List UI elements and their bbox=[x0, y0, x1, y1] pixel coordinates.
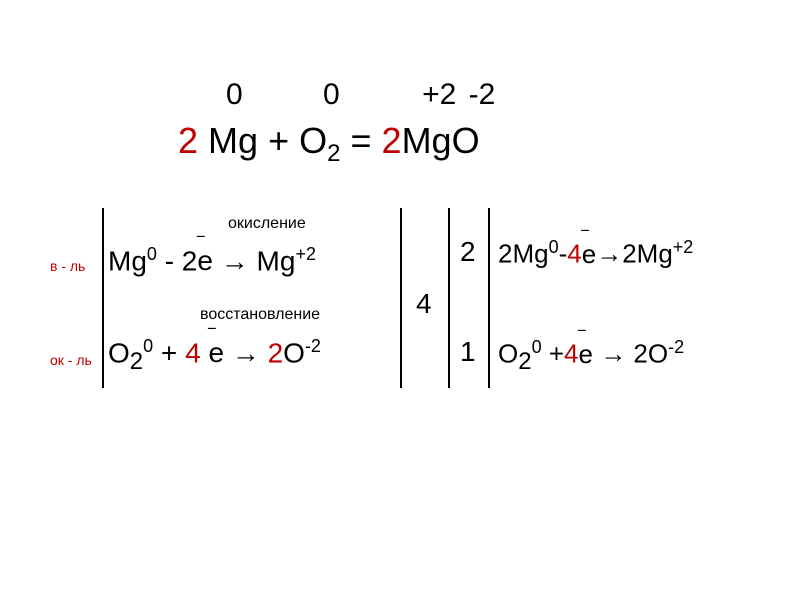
rr2-plus: + bbox=[542, 339, 564, 369]
rr2-sup1: 0 bbox=[532, 337, 542, 357]
rr1-arrow: →2Mg bbox=[596, 239, 673, 269]
ox-state-o-right: -2 bbox=[469, 78, 496, 111]
hr2-coef4: 4 bbox=[185, 337, 201, 368]
reducing-agent-label: в - ль bbox=[50, 258, 85, 274]
o-subscript: 2 bbox=[327, 140, 340, 167]
main-equation: 2 Mg + O2 = 2MgO bbox=[178, 120, 480, 168]
divider-line-1 bbox=[102, 208, 104, 388]
ox-state-mg-right: +2 bbox=[422, 78, 456, 111]
half-reaction-oxidation: Mg0 - 2e → Mg+2 bbox=[108, 244, 316, 277]
mg-symbol: Mg bbox=[208, 120, 258, 161]
balance-lcm: 4 bbox=[416, 288, 432, 320]
rr2-o: O bbox=[498, 339, 518, 369]
hr2-o2: O bbox=[283, 337, 305, 368]
hr2-coef2: 2 bbox=[268, 337, 284, 368]
coef-right: 2 bbox=[382, 120, 402, 161]
hr1-minus: - 2 bbox=[157, 245, 197, 276]
hr1-e: e bbox=[197, 245, 213, 277]
reduction-label: восстановление bbox=[200, 306, 320, 324]
ox-state-mg-left: 0 bbox=[226, 78, 243, 111]
hr2-e: e bbox=[208, 337, 224, 369]
oxidation-states-row: 0 0 +2 -2 bbox=[226, 78, 495, 112]
ox-state-o2-left: 0 bbox=[323, 78, 340, 111]
right-reaction-1: 2Mg0-4e→2Mg+2 bbox=[498, 237, 693, 270]
hr1-sup1: 0 bbox=[147, 244, 157, 264]
equals-sign: = bbox=[351, 120, 382, 161]
hr1-arrow: → Mg bbox=[213, 245, 295, 276]
divider-line-2 bbox=[400, 208, 402, 388]
o-symbol: O bbox=[299, 120, 327, 161]
rr1-e: e bbox=[582, 239, 596, 270]
divider-line-3 bbox=[448, 208, 450, 388]
hr2-sub1: 2 bbox=[130, 348, 143, 375]
rr2-arrow: → 2O bbox=[593, 339, 668, 369]
rr1-sup1: 0 bbox=[549, 237, 559, 257]
plus-sign: + bbox=[268, 120, 299, 161]
hr2-sup1: 0 bbox=[143, 336, 153, 356]
oxidation-label: окисление bbox=[228, 215, 306, 233]
coef-left: 2 bbox=[178, 120, 198, 161]
half-reaction-reduction: O20 + 4 e → 2O-2 bbox=[108, 336, 321, 376]
mgo-symbol: MgO bbox=[402, 120, 480, 161]
rr2-coef4: 4 bbox=[564, 339, 578, 369]
hr1-sup2: +2 bbox=[295, 244, 316, 264]
rr1-dash: - bbox=[559, 239, 568, 269]
right-reaction-2: O20 +4e → 2O-2 bbox=[498, 337, 684, 376]
oxidizing-agent-label: ок - ль bbox=[50, 352, 92, 368]
rr1-sup2: +2 bbox=[673, 237, 694, 257]
divider-line-4 bbox=[488, 208, 490, 388]
rr2-sup2: -2 bbox=[668, 337, 684, 357]
hr2-sup2: -2 bbox=[305, 336, 321, 356]
rr2-e: e bbox=[579, 339, 593, 370]
balance-factor-top: 2 bbox=[460, 236, 476, 268]
hr2-plus: + bbox=[153, 337, 185, 368]
hr2-arrow: → bbox=[224, 337, 268, 368]
rr2-sub1: 2 bbox=[518, 348, 531, 375]
balance-factor-bottom: 1 bbox=[460, 336, 476, 368]
hr2-o: O bbox=[108, 337, 130, 368]
rr1-coef4: 4 bbox=[567, 239, 581, 269]
hr1-mg: Mg bbox=[108, 245, 147, 276]
rr1-prefix: 2Mg bbox=[498, 239, 549, 269]
